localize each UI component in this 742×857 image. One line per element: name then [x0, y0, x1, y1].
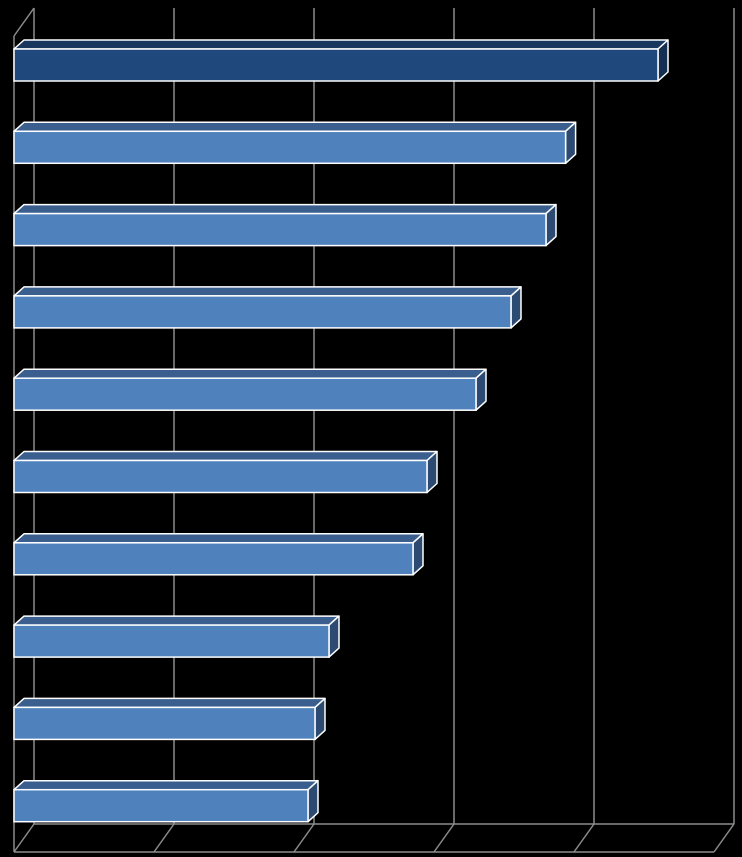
bar-1-top — [13, 39, 669, 50]
bar-5-top — [13, 368, 487, 379]
bar-7-front — [13, 542, 414, 576]
floor-gridline-3 — [433, 823, 455, 853]
bar-9-front — [13, 706, 316, 741]
bar-8 — [13, 615, 340, 658]
bar-2-top — [13, 121, 577, 133]
bar-8-top — [13, 615, 340, 626]
floor-gridline-0 — [13, 823, 35, 853]
bar-8-front — [13, 624, 330, 658]
bar-1-front — [13, 48, 659, 82]
bar-4-top — [13, 286, 522, 297]
bar-1 — [13, 39, 669, 82]
bar-2 — [13, 121, 577, 165]
bar-4-front — [13, 295, 512, 329]
bar-10-top — [13, 779, 319, 791]
bar-3 — [13, 203, 557, 247]
bar-2-front — [13, 130, 567, 165]
floor-gridline-1 — [153, 823, 175, 853]
bar-3-top — [13, 203, 557, 215]
chart-bars — [13, 39, 669, 823]
wall-top-edge — [13, 7, 35, 37]
bar-9-top — [13, 697, 326, 709]
bar-6-top — [13, 450, 438, 462]
bar-10-front — [13, 788, 309, 823]
bar-10 — [13, 779, 319, 823]
bar-3-front — [13, 212, 547, 247]
bar-5 — [13, 368, 487, 411]
bar-7-top — [13, 533, 424, 544]
bar-4 — [13, 286, 522, 329]
floor-gridline-4 — [573, 823, 595, 853]
bar-7 — [13, 533, 424, 576]
bar-6-front — [13, 459, 428, 494]
bar-9 — [13, 697, 326, 741]
bar-6 — [13, 450, 438, 494]
floor-gridline-5 — [713, 823, 735, 853]
floor-gridline-2 — [293, 823, 315, 853]
bar-5-front — [13, 377, 477, 411]
